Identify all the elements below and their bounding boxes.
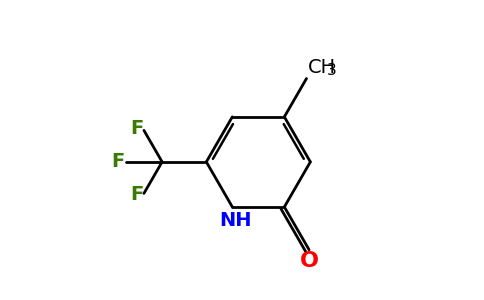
Text: 3: 3 — [327, 63, 336, 78]
Text: F: F — [130, 185, 143, 204]
Text: NH: NH — [220, 211, 252, 230]
Text: F: F — [111, 152, 124, 171]
Text: CH: CH — [308, 58, 336, 77]
Text: O: O — [300, 251, 319, 271]
Text: F: F — [130, 119, 143, 138]
